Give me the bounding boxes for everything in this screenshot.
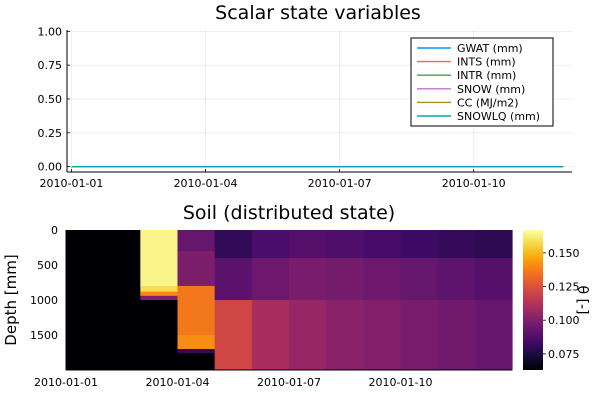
colorbar-tick-label: 0.075: [548, 348, 580, 361]
scalar-x-ticks: 2010-01-01 2010-01-04 2010-01-07 2010-01-10: [40, 169, 506, 190]
legend-label-5: SNOWLQ (mm): [457, 110, 540, 123]
soil-y-tick-label: 0: [51, 224, 58, 237]
legend-box: [410, 37, 554, 127]
colorbar-tick-label: 0.150: [548, 247, 580, 260]
soil-x-ticks: 2010-01-01 2010-01-04 2010-01-07 2010-01-10: [34, 376, 432, 389]
heatmap-cell: [251, 300, 290, 371]
heatmap-cell: [177, 349, 216, 354]
heatmap-cell: [363, 258, 402, 301]
scalar-x-tick-label: 2010-01-01: [40, 177, 104, 190]
heatmap-cell: [103, 230, 141, 371]
heatmap-cell: [474, 230, 513, 259]
scalar-axes: [66, 30, 572, 173]
heatmap-cell: [400, 258, 439, 301]
legend-label-1: INTS (mm): [457, 56, 516, 69]
scalar-chart-title: Scalar state variables: [215, 2, 421, 24]
heatmap-cell: [177, 251, 216, 287]
soil-axes: [65, 230, 512, 371]
soil-y-tick-label: 1000: [30, 294, 58, 307]
heatmap-cell: [140, 300, 179, 371]
heatmap-cell: [437, 300, 476, 371]
soil-heatmap-cells: [66, 230, 513, 371]
heatmap-cell: [289, 230, 327, 259]
scalar-y-tick-label: 1.00: [38, 25, 63, 38]
colorbar-tick-label: 0.125: [548, 281, 580, 294]
heatmap-cell: [66, 230, 104, 371]
heatmap-cell: [437, 258, 476, 301]
soil-x-tick-label: 2010-01-07: [257, 376, 321, 389]
heatmap-cell: [400, 300, 439, 371]
heatmap-cell: [251, 230, 290, 259]
heatmap-cell: [177, 335, 216, 350]
heatmap-cell: [140, 286, 179, 292]
heatmap-cell: [289, 300, 327, 371]
heatmap-cell: [214, 258, 253, 301]
heatmap-cell: [140, 295, 179, 301]
colorbar-tick-label: 0.100: [548, 314, 580, 327]
scalar-y-tick-label: 0.75: [38, 59, 63, 72]
colorbar-label: θ [-]: [574, 286, 590, 315]
legend-label-3: SNOW (mm): [457, 83, 525, 96]
colorbar-gradient: [523, 230, 543, 370]
heatmap-cell: [363, 230, 402, 259]
heatmap-cell: [326, 258, 364, 301]
legend-label-0: GWAT (mm): [457, 42, 523, 55]
legend-label-2: INTR (mm): [457, 69, 516, 82]
heatmap-cell: [140, 230, 179, 287]
heatmap-cell: [214, 300, 253, 371]
heatmap-cell: [177, 230, 216, 252]
soil-y-axis-label: Depth [mm]: [2, 254, 20, 345]
soil-x-tick-label: 2010-01-04: [146, 376, 210, 389]
soil-chart-title: Soil (distributed state): [183, 202, 395, 224]
scalar-y-ticks: 0.00 0.25 0.50 0.75 1.00: [38, 25, 70, 174]
heatmap-cell: [177, 286, 216, 336]
scalar-y-tick-label: 0.00: [38, 161, 63, 174]
soil-panel: Soil (distributed state) Depth [mm] 2010…: [2, 202, 590, 389]
heatmap-cell: [140, 291, 179, 297]
heatmap-cell: [474, 258, 513, 301]
heatmap-cell: [437, 230, 476, 259]
heatmap-cell: [326, 300, 364, 371]
soil-y-tick-label: 500: [37, 259, 58, 272]
soil-x-tick-label: 2010-01-01: [34, 376, 98, 389]
legend-label-4: CC (MJ/m2): [457, 96, 519, 109]
scalar-panel: Scalar state variables 2010-01-01 2010-01…: [38, 2, 572, 190]
scalar-y-tick-label: 0.50: [38, 93, 63, 106]
heatmap-cell: [251, 258, 290, 301]
heatmap-cell: [363, 300, 402, 371]
heatmap-cell: [214, 230, 253, 259]
scalar-x-tick-label: 2010-01-07: [308, 177, 372, 190]
heatmap-cell: [400, 230, 439, 259]
heatmap-cell: [326, 230, 364, 259]
heatmap-cell: [474, 300, 513, 371]
heatmap-cell: [289, 258, 327, 301]
soil-y-ticks: 0 500 1000 1500: [30, 224, 58, 342]
soil-colorbar: 0.075 0.100 0.125 0.150: [523, 230, 580, 370]
scalar-x-tick-label: 2010-01-04: [174, 177, 238, 190]
heatmap-cell: [177, 353, 216, 371]
soil-x-tick-label: 2010-01-10: [369, 376, 433, 389]
scalar-x-tick-label: 2010-01-10: [442, 177, 506, 190]
soil-y-tick-label: 1500: [30, 329, 58, 342]
scalar-y-tick-label: 0.25: [38, 127, 63, 140]
scalar-legend: GWAT (mm)INTS (mm)INTR (mm)SNOW (mm)CC (…: [410, 37, 554, 127]
